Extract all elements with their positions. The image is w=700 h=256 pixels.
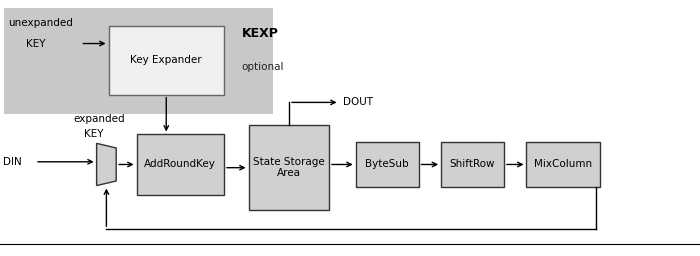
Text: ByteSub: ByteSub xyxy=(365,159,409,169)
Text: unexpanded: unexpanded xyxy=(8,18,74,28)
FancyBboxPatch shape xyxy=(526,142,600,187)
FancyBboxPatch shape xyxy=(441,142,504,187)
FancyBboxPatch shape xyxy=(108,26,224,95)
Polygon shape xyxy=(97,143,116,186)
FancyBboxPatch shape xyxy=(248,125,329,210)
Text: MixColumn: MixColumn xyxy=(534,159,592,169)
FancyBboxPatch shape xyxy=(4,8,273,114)
Text: optional: optional xyxy=(241,61,284,72)
FancyBboxPatch shape xyxy=(356,142,419,187)
Text: Key Expander: Key Expander xyxy=(130,55,202,65)
Text: KEXP: KEXP xyxy=(241,27,279,40)
Text: State Storage
Area: State Storage Area xyxy=(253,157,325,178)
Text: KEY: KEY xyxy=(26,38,46,49)
FancyBboxPatch shape xyxy=(136,134,224,195)
Text: AddRoundKey: AddRoundKey xyxy=(144,159,216,169)
Text: expanded: expanded xyxy=(74,114,125,124)
Text: DIN: DIN xyxy=(4,157,22,167)
Text: DOUT: DOUT xyxy=(343,97,373,108)
Text: KEY: KEY xyxy=(84,129,104,140)
Text: ShiftRow: ShiftRow xyxy=(450,159,496,169)
